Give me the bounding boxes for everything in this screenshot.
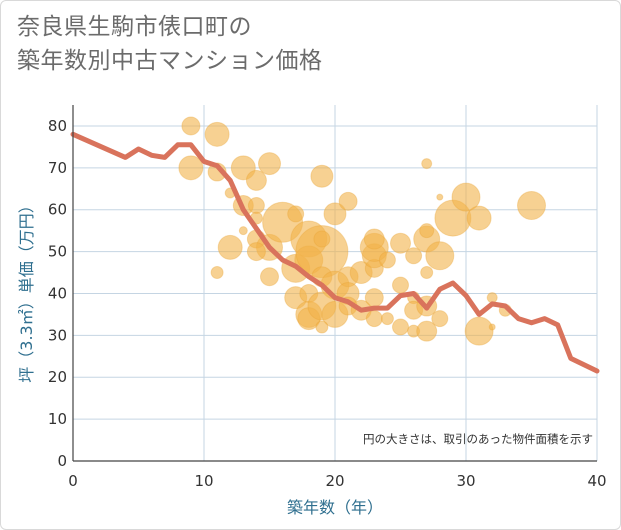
bubble-73 <box>488 323 496 331</box>
y-tick-label-5: 50 <box>48 243 67 261</box>
average-price-line <box>70 131 600 374</box>
y-tick-label-1: 10 <box>48 410 67 428</box>
chart-title-line-2: 築年数別中古マンション価格 <box>17 48 323 74</box>
bubble-59 <box>466 205 492 231</box>
bubble-48 <box>363 228 385 250</box>
y-tick-label-4: 40 <box>48 284 67 302</box>
bubble-45 <box>380 312 394 326</box>
bubble-65 <box>431 310 449 328</box>
x-tick-label-2: 20 <box>325 472 344 490</box>
bubble-25 <box>310 164 334 188</box>
average-line-layer <box>70 131 600 374</box>
y-tick-label-3: 30 <box>48 326 67 344</box>
bubble-5 <box>258 152 281 176</box>
y-tick-label-7: 70 <box>48 159 67 177</box>
y-tick-label-0: 0 <box>57 452 67 470</box>
y-tick-label-2: 20 <box>48 368 67 386</box>
x-axis-label: 築年数（年） <box>287 498 383 517</box>
y-axis-label: 坪（3.3㎡）単価（万円） <box>17 197 36 382</box>
bubble-1 <box>204 121 230 147</box>
chart-title-line-1: 奈良県生駒市俵口町の <box>17 14 252 40</box>
bubble-27 <box>338 191 358 211</box>
bubble-49 <box>390 232 411 254</box>
bubble-2 <box>178 155 204 181</box>
bubble-69 <box>464 316 494 346</box>
bubble-11 <box>217 234 243 260</box>
axes-layer: 0 10 20 30 40 50 60 70 80 0 10 20 30 40 <box>48 105 607 490</box>
bubble-55 <box>425 241 455 271</box>
bubble-70 <box>486 292 498 304</box>
bubble-19 <box>287 205 305 223</box>
bubble-68 <box>416 320 438 342</box>
chart-title: 奈良県生駒市俵口町の 築年数別中古マンション価格 <box>17 10 323 78</box>
bubble-56 <box>420 266 434 280</box>
x-tick-label-3: 30 <box>456 472 475 490</box>
bubble-54 <box>419 223 435 239</box>
bubble-43 <box>364 288 384 308</box>
size-note: 円の大きさは、取引のあった物件面積を示す <box>363 432 593 446</box>
y-tick-label-8: 80 <box>48 117 67 135</box>
bubble-60 <box>421 158 433 170</box>
bubble-26 <box>323 202 347 226</box>
bubble-50 <box>378 251 396 269</box>
bubble-9 <box>247 197 265 215</box>
bubble-24 <box>313 230 331 248</box>
bubble-7 <box>245 169 267 191</box>
bubble-61 <box>436 193 444 201</box>
bubble-58 <box>451 182 481 212</box>
bubble-66 <box>392 318 409 336</box>
bubble-52 <box>405 247 423 265</box>
x-tick-label-1: 10 <box>194 472 213 490</box>
bubble-16 <box>260 267 279 287</box>
bubble-39 <box>315 320 329 334</box>
bubble-71 <box>517 191 546 221</box>
bubble-14 <box>246 242 266 262</box>
bubble-44 <box>365 310 383 328</box>
bubble-17 <box>238 226 248 236</box>
y-tick-label-6: 60 <box>48 201 67 219</box>
bubble-51 <box>392 276 409 294</box>
bubble-0 <box>181 116 201 136</box>
x-tick-label-0: 0 <box>68 472 78 490</box>
x-tick-label-4: 40 <box>587 472 606 490</box>
bubble-15 <box>210 266 224 280</box>
